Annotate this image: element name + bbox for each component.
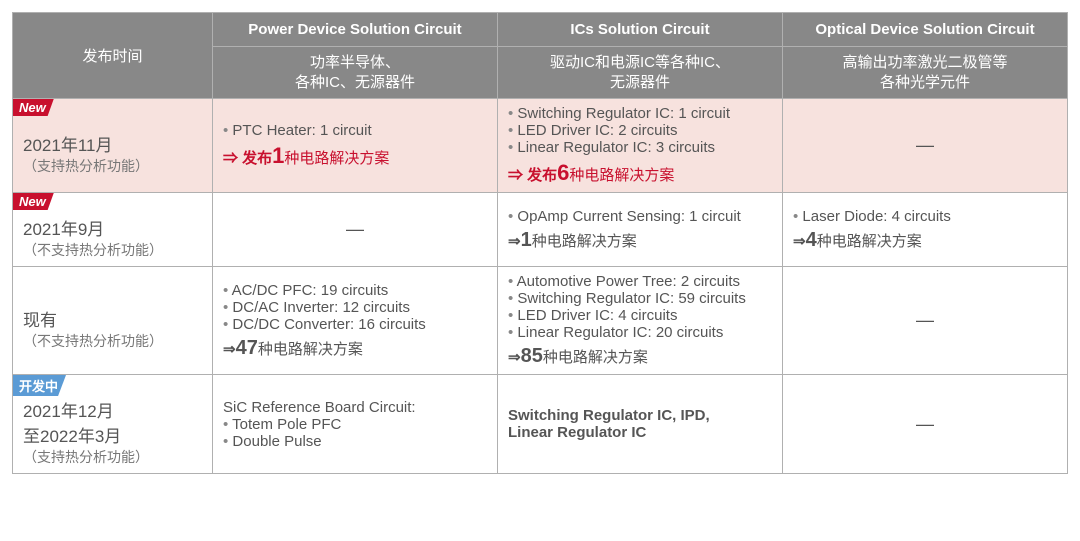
cell-items: AC/DC PFC: 19 circuitsDC/AC Inverter: 12… — [223, 282, 487, 333]
cell-lead: SiC Reference Board Circuit: — [223, 399, 487, 416]
cell: OpAmp Current Sensing: 1 circuit ⇒1种电路解决方… — [498, 193, 783, 267]
col-header-0: Power Device Solution Circuit — [213, 13, 498, 47]
row-label: 开发中2021年12月至2022年3月（支持热分析功能） — [13, 375, 213, 474]
cell-summary: ⇒47种电路解决方案 — [223, 337, 487, 360]
row-label: New 2021年11月（支持热分析功能） — [13, 99, 213, 193]
row-subtitle: （不支持热分析功能） — [23, 331, 202, 351]
cell: — — [783, 375, 1068, 474]
badge: 开发中 — [13, 375, 66, 396]
list-item: PTC Heater: 1 circuit — [223, 122, 487, 139]
row-title: 2021年12月至2022年3月 — [23, 397, 202, 447]
row-label: 现有（不支持热分析功能） — [13, 267, 213, 375]
row-title: 2021年9月 — [23, 215, 202, 240]
col-subheader-0: 功率半导体、各种IC、无源器件 — [213, 47, 498, 99]
list-item: Switching Regulator IC: 1 circuit — [508, 105, 772, 122]
cell: SiC Reference Board Circuit:Totem Pole P… — [213, 375, 498, 474]
cell-items: Totem Pole PFCDouble Pulse — [223, 416, 487, 450]
table-row: 现有（不支持热分析功能）AC/DC PFC: 19 circuitsDC/AC … — [13, 267, 1068, 375]
table-head: 发布时间 Power Device Solution Circuit ICs S… — [13, 13, 1068, 99]
cell: — — [213, 193, 498, 267]
list-item: Totem Pole PFC — [223, 416, 487, 433]
cell: AC/DC PFC: 19 circuitsDC/AC Inverter: 12… — [213, 267, 498, 375]
cell: — — [783, 99, 1068, 193]
list-item: AC/DC PFC: 19 circuits — [223, 282, 487, 299]
header-corner: 发布时间 — [13, 13, 213, 99]
cell: Switching Regulator IC, IPD,Linear Regul… — [498, 375, 783, 474]
cell: PTC Heater: 1 circuit ⇒ 发布1种电路解决方案 — [213, 99, 498, 193]
row-title: 现有 — [23, 306, 202, 331]
table-row: 开发中2021年12月至2022年3月（支持热分析功能）SiC Referenc… — [13, 375, 1068, 474]
list-item: LED Driver IC: 2 circuits — [508, 122, 772, 139]
cell-items: OpAmp Current Sensing: 1 circuit — [508, 208, 772, 225]
row-label: New 2021年9月（不支持热分析功能） — [13, 193, 213, 267]
badge: New — [13, 193, 54, 210]
cell-items: Switching Regulator IC: 1 circuitLED Dri… — [508, 105, 772, 156]
cell-summary: ⇒85种电路解决方案 — [508, 345, 772, 368]
list-item: Switching Regulator IC: 59 circuits — [508, 290, 772, 307]
cell: Switching Regulator IC: 1 circuitLED Dri… — [498, 99, 783, 193]
table-row: New 2021年11月（支持热分析功能） PTC Heater: 1 circui… — [13, 99, 1068, 193]
list-item: Double Pulse — [223, 433, 487, 450]
row-title: 2021年11月 — [23, 131, 202, 156]
cell-summary: ⇒ 发布6种电路解决方案 — [508, 160, 772, 186]
list-item: Linear Regulator IC: 20 circuits — [508, 324, 772, 341]
table-row: New2021年9月（不支持热分析功能）—OpAmp Current Sensi… — [13, 193, 1068, 267]
list-item: Laser Diode: 4 circuits — [793, 208, 1057, 225]
col-header-2: Optical Device Solution Circuit — [783, 13, 1068, 47]
cell-items: Laser Diode: 4 circuits — [793, 208, 1057, 225]
cell: — — [783, 267, 1068, 375]
list-item: DC/DC Converter: 16 circuits — [223, 316, 487, 333]
list-item: DC/AC Inverter: 12 circuits — [223, 299, 487, 316]
cell-summary: ⇒4种电路解决方案 — [793, 229, 1057, 252]
cell: Laser Diode: 4 circuits ⇒4种电路解决方案 — [783, 193, 1068, 267]
col-subheader-2: 高输出功率激光二极管等各种光学元件 — [783, 47, 1068, 99]
table-body: New2021年11月（支持热分析功能）PTC Heater: 1 circui… — [13, 99, 1068, 474]
cell-summary: ⇒1种电路解决方案 — [508, 229, 772, 252]
col-header-1: ICs Solution Circuit — [498, 13, 783, 47]
col-subheader-1: 驱动IC和电源IC等各种IC、无源器件 — [498, 47, 783, 99]
list-item: Linear Regulator IC: 3 circuits — [508, 139, 772, 156]
row-subtitle: （支持热分析功能） — [23, 447, 202, 467]
cell-summary: ⇒ 发布1种电路解决方案 — [223, 143, 487, 169]
row-subtitle: （支持热分析功能） — [23, 156, 202, 176]
badge: New — [13, 99, 54, 116]
list-item: OpAmp Current Sensing: 1 circuit — [508, 208, 772, 225]
cell-items: Automotive Power Tree: 2 circuitsSwitchi… — [508, 273, 772, 341]
solution-table: 发布时间 Power Device Solution Circuit ICs S… — [12, 12, 1068, 474]
cell-items: PTC Heater: 1 circuit — [223, 122, 487, 139]
list-item: LED Driver IC: 4 circuits — [508, 307, 772, 324]
cell-bold: Switching Regulator IC, IPD,Linear Regul… — [508, 407, 772, 441]
row-subtitle: （不支持热分析功能） — [23, 240, 202, 260]
list-item: Automotive Power Tree: 2 circuits — [508, 273, 772, 290]
cell: Automotive Power Tree: 2 circuitsSwitchi… — [498, 267, 783, 375]
